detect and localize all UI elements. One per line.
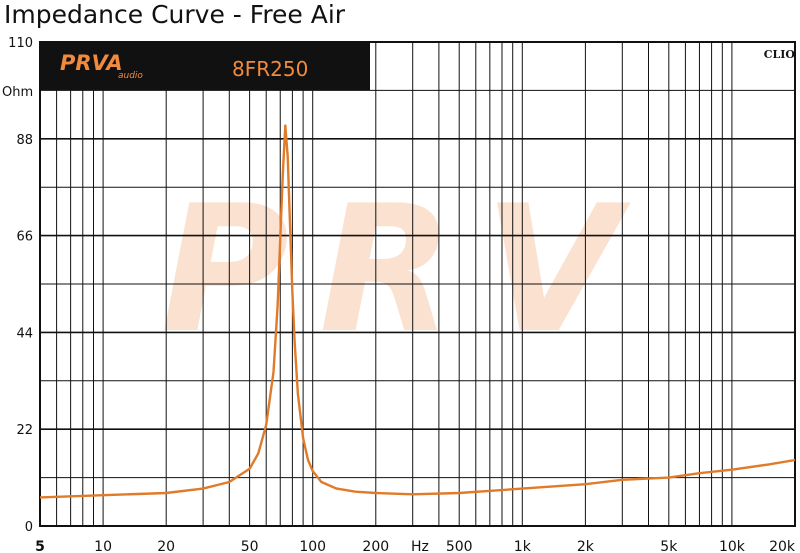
x-tick-label: 10 [94, 539, 112, 553]
y-axis-unit: Ohm [2, 85, 33, 100]
x-tick-label: 200 [362, 539, 389, 553]
y-tick-label: 110 [8, 36, 33, 51]
software-label: CLIO [764, 48, 796, 61]
x-tick-label: 1k [514, 539, 532, 553]
x-tick-label: 50 [241, 539, 259, 553]
model-name: 8FR250 [232, 57, 308, 81]
x-axis-ticks: 5 10 20 50 100 200 500 1k 2k 5k 10k 20k [35, 539, 796, 553]
x-tick-label: 5k [660, 539, 678, 553]
y-axis-ticks: 0 22 44 66 88 110 [8, 36, 33, 535]
x-tick-label: 100 [299, 539, 326, 553]
x-tick-label: 10k [719, 539, 746, 553]
x-tick-label: 20k [769, 539, 796, 553]
chart-title: Impedance Curve - Free Air [4, 0, 346, 29]
x-tick-label: 500 [446, 539, 473, 553]
y-tick-label: 66 [16, 230, 33, 245]
plot-frame [39, 41, 796, 527]
header-band [40, 42, 370, 90]
chart-grid [39, 41, 796, 527]
x-tick-label: 5 [35, 539, 45, 553]
watermark-logo: PRV [161, 169, 649, 372]
y-tick-label: 44 [16, 326, 33, 341]
y-tick-label: 0 [25, 520, 33, 535]
x-axis-unit: Hz [411, 539, 429, 553]
x-tick-label: 2k [577, 539, 595, 553]
brand-subtitle: audio [118, 71, 143, 81]
y-tick-label: 22 [16, 423, 33, 438]
impedance-curve [39, 124, 796, 499]
y-tick-label: 88 [16, 133, 33, 148]
series-line [39, 124, 796, 499]
brand-logo: PRVA [60, 51, 123, 75]
x-tick-label: 20 [157, 539, 175, 553]
